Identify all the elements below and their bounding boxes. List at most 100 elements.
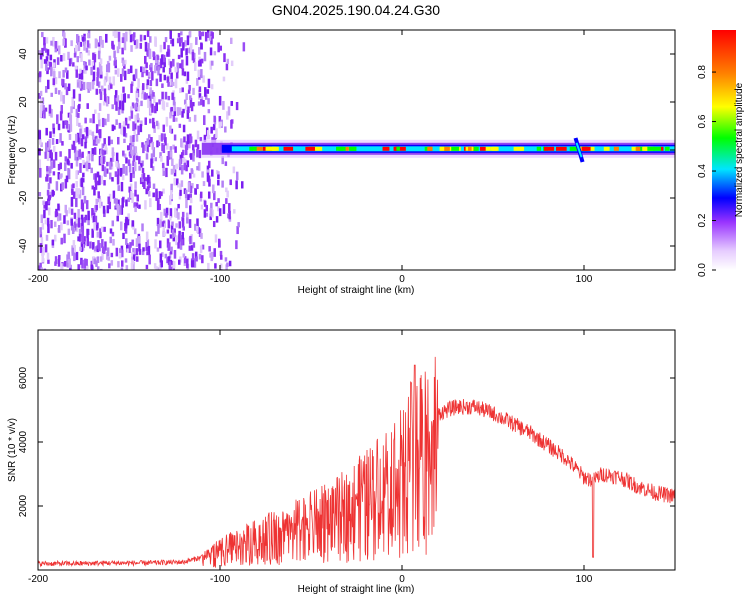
heatmap-cell <box>98 129 102 139</box>
heatmap-cell <box>194 251 198 259</box>
heatmap-cell <box>225 63 229 71</box>
heatmap-cell <box>144 41 148 52</box>
heatmap-cell <box>205 212 209 217</box>
heatmap-cell <box>78 80 82 89</box>
heatmap-cell <box>161 252 164 257</box>
heatmap-cell <box>91 81 95 90</box>
heatmap-cell <box>190 168 194 174</box>
heatmap-cell <box>209 60 213 70</box>
heatmap-cell <box>170 246 173 252</box>
heatmap-cell <box>184 145 188 156</box>
heatmap-cell <box>117 136 120 145</box>
heatmap-cell <box>139 34 143 42</box>
heatmap-cell <box>114 90 118 98</box>
heatmap-cell <box>167 219 171 229</box>
heatmap-cell <box>72 62 75 67</box>
heatmap-cell <box>163 74 167 81</box>
heatmap-cell <box>212 221 216 228</box>
snr-plot-area <box>38 330 675 570</box>
heatmap-cell <box>96 180 100 186</box>
heatmap-cell <box>211 60 214 66</box>
heatmap-cell <box>44 142 48 153</box>
heatmap-cell <box>77 264 80 270</box>
heatmap-cell <box>162 54 166 63</box>
heatmap-cell <box>96 256 100 263</box>
heatmap-cell <box>108 55 112 61</box>
heatmap-cell <box>101 253 104 260</box>
heatmap-cell <box>160 260 164 268</box>
heatmap-cell <box>177 242 180 249</box>
heatmap-cell <box>71 247 75 256</box>
heatmap-cell <box>128 163 132 173</box>
heatmap-cell <box>145 93 148 100</box>
heatmap-cell <box>152 122 156 129</box>
heatmap-cell <box>47 182 51 190</box>
heatmap-cell <box>189 197 193 204</box>
heatmap-cell <box>198 86 202 93</box>
heatmap-cell <box>215 202 218 207</box>
heatmap-cell <box>70 40 73 47</box>
heatmap-cell <box>146 239 150 247</box>
heatmap-cell <box>123 70 127 81</box>
heatmap-cell <box>44 219 48 225</box>
snr-y-axis-label: SNR (10 * v/v) <box>7 418 18 482</box>
heatmap-cell <box>47 259 50 264</box>
heatmap-cell <box>100 226 104 233</box>
heatmap-cell <box>143 92 147 100</box>
heatmap-cell <box>127 94 130 99</box>
heatmap-cell <box>146 251 149 256</box>
heatmap-cell <box>115 198 118 209</box>
heatmap-cell <box>155 266 158 270</box>
heatmap-cell <box>155 120 159 127</box>
heatmap-cell <box>71 144 75 150</box>
heatmap-cell <box>172 96 176 106</box>
heatmap-cell <box>75 44 78 52</box>
heatmap-cell <box>46 189 50 196</box>
heatmap-cell <box>129 144 133 155</box>
heatmap-cell <box>207 191 211 199</box>
heatmap-cell <box>235 171 239 181</box>
heatmap-cell <box>67 251 70 260</box>
heatmap-cell <box>39 109 43 118</box>
heatmap-cell <box>50 161 53 170</box>
heatmap-cell <box>153 263 157 269</box>
y-tick-label: 6000 <box>18 366 29 389</box>
heatmap-cell <box>142 83 145 91</box>
heatmap-cell <box>190 153 193 160</box>
heatmap-cell <box>136 256 139 262</box>
heatmap-cell <box>86 237 90 247</box>
colorbar-tick-label: 0.8 <box>697 65 708 79</box>
heatmap-cell <box>189 193 193 198</box>
heatmap-cell <box>105 33 108 43</box>
heatmap-cell <box>150 64 153 73</box>
heatmap-cell <box>120 128 123 135</box>
heatmap-cell <box>75 219 79 224</box>
heatmap-cell <box>50 92 53 97</box>
heatmap-cell <box>170 39 173 44</box>
heatmap-cell <box>124 133 128 138</box>
heatmap-cell <box>230 100 234 106</box>
carrier-peak <box>536 146 542 151</box>
heatmap-cell <box>71 188 74 195</box>
heatmap-cell <box>198 30 201 37</box>
heatmap-cell <box>221 156 224 165</box>
heatmap-cell <box>193 52 196 60</box>
heatmap-cell <box>38 159 42 170</box>
heatmap-cell <box>136 194 139 202</box>
heatmap-cell <box>181 217 185 228</box>
heatmap-cell <box>98 155 102 166</box>
heatmap-cell <box>66 70 69 79</box>
heatmap-cell <box>47 79 50 90</box>
heatmap-cell <box>82 36 85 42</box>
heatmap-cell <box>70 208 74 215</box>
heatmap-cell <box>64 38 67 48</box>
heatmap-cell <box>94 38 98 49</box>
heatmap-cell <box>152 183 156 190</box>
heatmap-cell <box>82 159 85 165</box>
colorbar-tick-label: 0.6 <box>697 114 708 128</box>
heatmap-cell <box>185 212 189 221</box>
y-tick-label: -20 <box>18 190 29 205</box>
heatmap-cell <box>94 205 97 212</box>
heatmap-cell <box>143 55 147 64</box>
